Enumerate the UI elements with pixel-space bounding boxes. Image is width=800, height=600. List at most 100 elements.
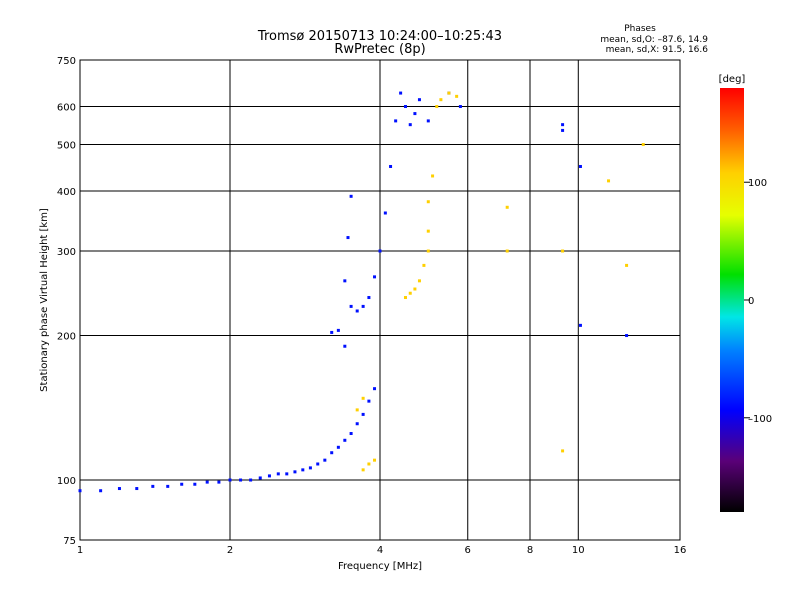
y-tick-label: 750: [57, 56, 76, 67]
data-point-o: [330, 330, 334, 334]
data-point-o: [193, 482, 197, 486]
colorbar-label: [deg]: [719, 74, 746, 85]
data-point-o: [408, 123, 412, 127]
x-ticks: 1 2 4 6 8 10 16: [77, 545, 687, 556]
data-point-x: [455, 94, 459, 98]
data-point-x: [403, 296, 407, 300]
data-point-o: [413, 112, 417, 116]
data-point-o: [276, 472, 280, 476]
data-point-o: [355, 309, 359, 313]
y-tick-label: 200: [57, 332, 76, 343]
data-point-o: [561, 123, 565, 127]
data-point-o: [293, 470, 297, 474]
data-point-o: [426, 119, 430, 123]
colorbar-tick-label: –100: [748, 414, 772, 425]
data-point-o: [308, 466, 312, 470]
data-point-x: [447, 91, 451, 95]
data-point-o: [323, 458, 327, 462]
data-point-o: [361, 304, 365, 308]
data-point-o: [578, 164, 582, 168]
data-point-x: [367, 462, 371, 466]
data-point-x: [413, 287, 417, 291]
x-tick-label: 6: [465, 545, 471, 556]
data-points: [78, 91, 645, 493]
data-point-o: [383, 211, 387, 215]
data-point-x: [408, 291, 412, 295]
data-point-x: [355, 408, 359, 412]
data-point-x: [426, 200, 430, 204]
data-point-o: [367, 296, 371, 300]
data-point-o: [361, 412, 365, 416]
data-point-o: [330, 451, 334, 455]
data-point-o: [343, 279, 347, 283]
y-tick-label: 300: [57, 247, 76, 258]
x-tick-label: 4: [377, 545, 383, 556]
data-point-o: [239, 478, 243, 482]
data-point-o: [458, 105, 462, 109]
data-point-x: [361, 468, 365, 472]
x-tick-label: 10: [572, 545, 585, 556]
colorbar-tick-label: 100: [748, 178, 767, 189]
data-point-x: [361, 396, 365, 400]
data-point-o: [394, 119, 398, 123]
y-tick-label: 75: [63, 536, 76, 547]
data-point-o: [336, 445, 340, 449]
data-point-o: [578, 323, 582, 327]
data-point-o: [343, 344, 347, 348]
y-tick-label: 100: [57, 476, 76, 487]
data-point-o: [336, 328, 340, 332]
data-point-x: [641, 143, 645, 147]
data-point-o: [285, 472, 289, 476]
chart-subtitle: RwPretec (8p): [334, 42, 425, 57]
data-point-o: [99, 489, 103, 493]
data-point-o: [228, 478, 232, 482]
data-point-o: [258, 476, 262, 480]
x-tick-label: 1: [77, 545, 83, 556]
data-point-o: [625, 334, 629, 338]
data-point-o: [355, 422, 359, 426]
colorbar: [720, 88, 744, 512]
data-point-o: [117, 487, 121, 491]
data-point-o: [166, 484, 170, 488]
data-point-o: [267, 474, 271, 478]
data-point-o: [346, 236, 350, 240]
data-point-x: [561, 249, 565, 253]
data-point-o: [205, 480, 209, 484]
data-point-o: [378, 249, 382, 253]
data-point-o: [249, 478, 253, 482]
x-tick-label: 8: [527, 545, 533, 556]
data-point-o: [417, 98, 421, 102]
data-point-o: [367, 399, 371, 403]
data-point-o: [349, 304, 353, 308]
data-point-x: [561, 449, 565, 453]
data-point-o: [217, 480, 221, 484]
data-point-o: [316, 462, 320, 466]
data-point-x: [373, 458, 377, 462]
y-ticks: 75 100 200 300 400 500 600 750: [57, 56, 76, 547]
data-point-o: [78, 489, 82, 493]
data-point-x: [625, 263, 629, 267]
data-point-x: [439, 98, 443, 102]
data-point-o: [135, 487, 139, 491]
grid-lines: [80, 60, 680, 540]
data-point-o: [373, 275, 377, 279]
data-point-x: [505, 249, 509, 253]
stats-line-x: mean, sd,X: 91.5, 16.6: [606, 45, 709, 55]
data-point-x: [435, 105, 439, 109]
chart-title: Tromsø 20150713 10:24:00–10:25:43: [257, 29, 502, 44]
x-tick-label: 2: [227, 545, 233, 556]
stats-line-o: mean, sd,O: –87.6, 14.9: [600, 35, 708, 45]
data-point-o: [349, 194, 353, 198]
data-point-o: [403, 105, 407, 109]
data-point-x: [426, 229, 430, 233]
data-point-x: [607, 179, 611, 183]
x-tick-label: 16: [674, 545, 687, 556]
stats-heading: Phases: [624, 24, 656, 34]
data-point-o: [389, 164, 393, 168]
y-tick-label: 500: [57, 141, 76, 152]
colorbar-ticks: 100 0 –100: [744, 178, 772, 425]
data-point-o: [561, 128, 565, 132]
data-point-x: [417, 279, 421, 283]
data-point-o: [349, 432, 353, 436]
